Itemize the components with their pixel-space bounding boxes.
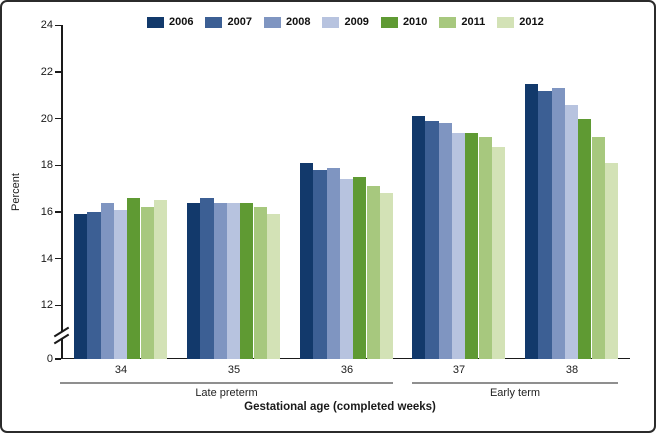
legend-label: 2012: [519, 16, 544, 28]
bar-2010-week36: [353, 176, 367, 359]
y-tick: [55, 257, 61, 260]
bar-2009-week36: [339, 179, 354, 359]
y-tick-label: 0: [46, 353, 53, 365]
x-category-label: 34: [114, 364, 128, 376]
y-tick-label: 20: [40, 112, 53, 125]
bar-2007-week37: [425, 120, 439, 359]
bar-2012-week35: [266, 214, 281, 359]
legend-item-2011: 2011: [439, 16, 485, 28]
bar-2011-week38: [591, 137, 605, 359]
group-span-label: Late preterm: [195, 387, 258, 399]
bar-2008-week36: [326, 167, 340, 359]
bar-2011-week36: [366, 186, 380, 359]
bar-2011-week37: [478, 137, 492, 359]
legend-label: 2006: [169, 16, 194, 28]
legend-item-2012: 2012: [497, 16, 544, 28]
bar-2012-week36: [379, 193, 394, 359]
bar-2006-week38: [525, 83, 539, 359]
legend-item-2007: 2007: [205, 16, 252, 28]
y-tick: [55, 71, 61, 73]
y-tick: [55, 358, 61, 360]
y-tick: [55, 211, 61, 213]
legend-item-2009: 2009: [322, 16, 369, 28]
y-tick: [55, 24, 61, 27]
bar-2010-week37: [465, 132, 479, 359]
bar-2010-week35: [240, 202, 254, 359]
bar-2009-week34: [113, 209, 128, 359]
y-tick: [55, 117, 61, 120]
bar-2011-week34: [140, 207, 154, 359]
y-axis-line: [61, 338, 63, 359]
bar-2006-week36: [300, 162, 314, 359]
bar-2006-week34: [74, 214, 88, 359]
legend-label: 2008: [285, 16, 311, 28]
bar-2012-week34: [153, 200, 168, 359]
bar-2007-week35: [200, 197, 214, 359]
bar-2008-week34: [100, 202, 114, 359]
bar-2009-week37: [451, 132, 466, 359]
bar-2008-week38: [551, 88, 565, 359]
bar-2009-week35: [226, 202, 241, 359]
y-tick-label: 12: [40, 299, 53, 312]
legend-swatch-2009: [322, 16, 340, 28]
legend-swatch-2012: [497, 16, 515, 28]
y-tick-label: 16: [40, 205, 53, 218]
group-span-label: Early term: [489, 387, 541, 399]
y-tick: [55, 164, 61, 167]
bar-2007-week34: [87, 211, 101, 359]
legend-swatch-2008: [263, 16, 281, 28]
legend-item-2006: 2006: [147, 16, 193, 28]
x-axis-title: Gestational age (completed weeks): [244, 401, 436, 413]
legend-label: 2007: [227, 16, 252, 28]
x-category-label: 37: [452, 364, 466, 376]
group-span-line: [412, 382, 618, 384]
bar-2009-week38: [564, 104, 579, 359]
bar-2008-week37: [438, 123, 452, 359]
legend: 2006 2007 2008 2009 2010 2011 2012: [147, 16, 544, 28]
legend-item-2008: 2008: [263, 16, 311, 28]
legend-label: 2011: [461, 16, 486, 28]
y-tick: [55, 304, 61, 307]
legend-swatch-2010: [380, 16, 398, 28]
x-category-label: 35: [227, 364, 241, 376]
y-axis-title: Percent: [10, 173, 22, 211]
legend-label: 2010: [402, 16, 428, 28]
y-tick-label: 24: [40, 19, 53, 32]
x-category-label: 38: [565, 364, 579, 376]
bar-2011-week35: [253, 207, 267, 359]
y-tick-label: 14: [40, 252, 53, 265]
y-tick-label: 18: [40, 159, 53, 172]
bar-2010-week38: [578, 118, 592, 359]
bar-2008-week35: [213, 202, 227, 359]
legend-item-2010: 2010: [380, 16, 428, 28]
y-tick-label: 22: [40, 66, 53, 78]
bar-2010-week34: [127, 197, 141, 359]
legend-label: 2009: [344, 16, 369, 28]
bar-2012-week38: [604, 162, 619, 359]
x-category-label: 36: [340, 364, 354, 376]
bar-2007-week38: [538, 90, 552, 359]
bar-2012-week37: [491, 146, 506, 359]
bar-2006-week37: [412, 116, 426, 359]
bar-2006-week35: [187, 202, 201, 359]
legend-swatch-2007: [205, 16, 223, 28]
bar-2007-week36: [313, 169, 327, 359]
group-span-line: [60, 382, 393, 384]
y-axis-line: [61, 25, 63, 331]
legend-swatch-2006: [147, 16, 164, 28]
legend-swatch-2011: [439, 16, 457, 28]
